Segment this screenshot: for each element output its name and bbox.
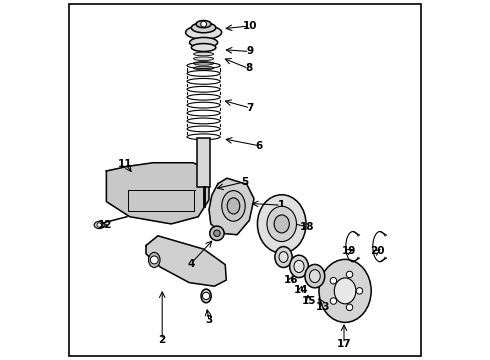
Ellipse shape <box>201 289 211 303</box>
Ellipse shape <box>192 44 216 51</box>
Text: 12: 12 <box>98 220 112 230</box>
FancyBboxPatch shape <box>197 138 210 187</box>
Ellipse shape <box>310 270 320 283</box>
Ellipse shape <box>267 206 296 242</box>
Circle shape <box>214 230 220 237</box>
Polygon shape <box>209 178 254 235</box>
Text: 7: 7 <box>246 103 254 113</box>
Text: 4: 4 <box>187 258 195 269</box>
Circle shape <box>210 226 224 240</box>
Text: 17: 17 <box>337 339 351 349</box>
Text: 1: 1 <box>277 200 285 210</box>
Ellipse shape <box>279 252 288 262</box>
Text: 19: 19 <box>342 246 356 256</box>
Circle shape <box>330 298 337 304</box>
Ellipse shape <box>194 52 214 56</box>
Circle shape <box>346 304 353 311</box>
Circle shape <box>346 271 353 278</box>
Ellipse shape <box>192 23 216 33</box>
Ellipse shape <box>334 278 356 304</box>
Ellipse shape <box>94 221 104 229</box>
Polygon shape <box>106 163 209 224</box>
Circle shape <box>150 256 158 264</box>
Ellipse shape <box>196 21 211 28</box>
Ellipse shape <box>290 255 308 278</box>
Ellipse shape <box>194 57 214 60</box>
Text: 8: 8 <box>245 63 252 73</box>
Text: 3: 3 <box>205 315 213 325</box>
Ellipse shape <box>190 37 218 48</box>
Text: 16: 16 <box>284 275 298 285</box>
Text: 10: 10 <box>243 21 257 31</box>
Text: 5: 5 <box>242 177 248 187</box>
Ellipse shape <box>257 195 306 253</box>
Circle shape <box>202 292 210 300</box>
Ellipse shape <box>275 247 292 267</box>
Circle shape <box>201 21 206 27</box>
Text: 2: 2 <box>159 335 166 345</box>
Circle shape <box>97 223 101 227</box>
Ellipse shape <box>222 191 245 221</box>
Ellipse shape <box>227 198 240 214</box>
Text: 13: 13 <box>316 302 331 312</box>
Ellipse shape <box>305 264 325 288</box>
Text: 14: 14 <box>294 285 308 295</box>
Polygon shape <box>146 236 226 286</box>
Ellipse shape <box>186 26 221 39</box>
Ellipse shape <box>294 260 304 273</box>
Text: 11: 11 <box>118 159 133 169</box>
Ellipse shape <box>194 66 214 70</box>
Text: 18: 18 <box>300 222 314 232</box>
Text: 15: 15 <box>302 296 317 306</box>
Text: 6: 6 <box>256 141 263 151</box>
Ellipse shape <box>319 259 371 323</box>
Ellipse shape <box>194 62 214 65</box>
Circle shape <box>356 288 363 294</box>
Text: 20: 20 <box>370 246 385 256</box>
Circle shape <box>330 278 337 284</box>
Ellipse shape <box>148 252 160 267</box>
Text: 9: 9 <box>246 46 253 57</box>
Ellipse shape <box>274 215 289 233</box>
